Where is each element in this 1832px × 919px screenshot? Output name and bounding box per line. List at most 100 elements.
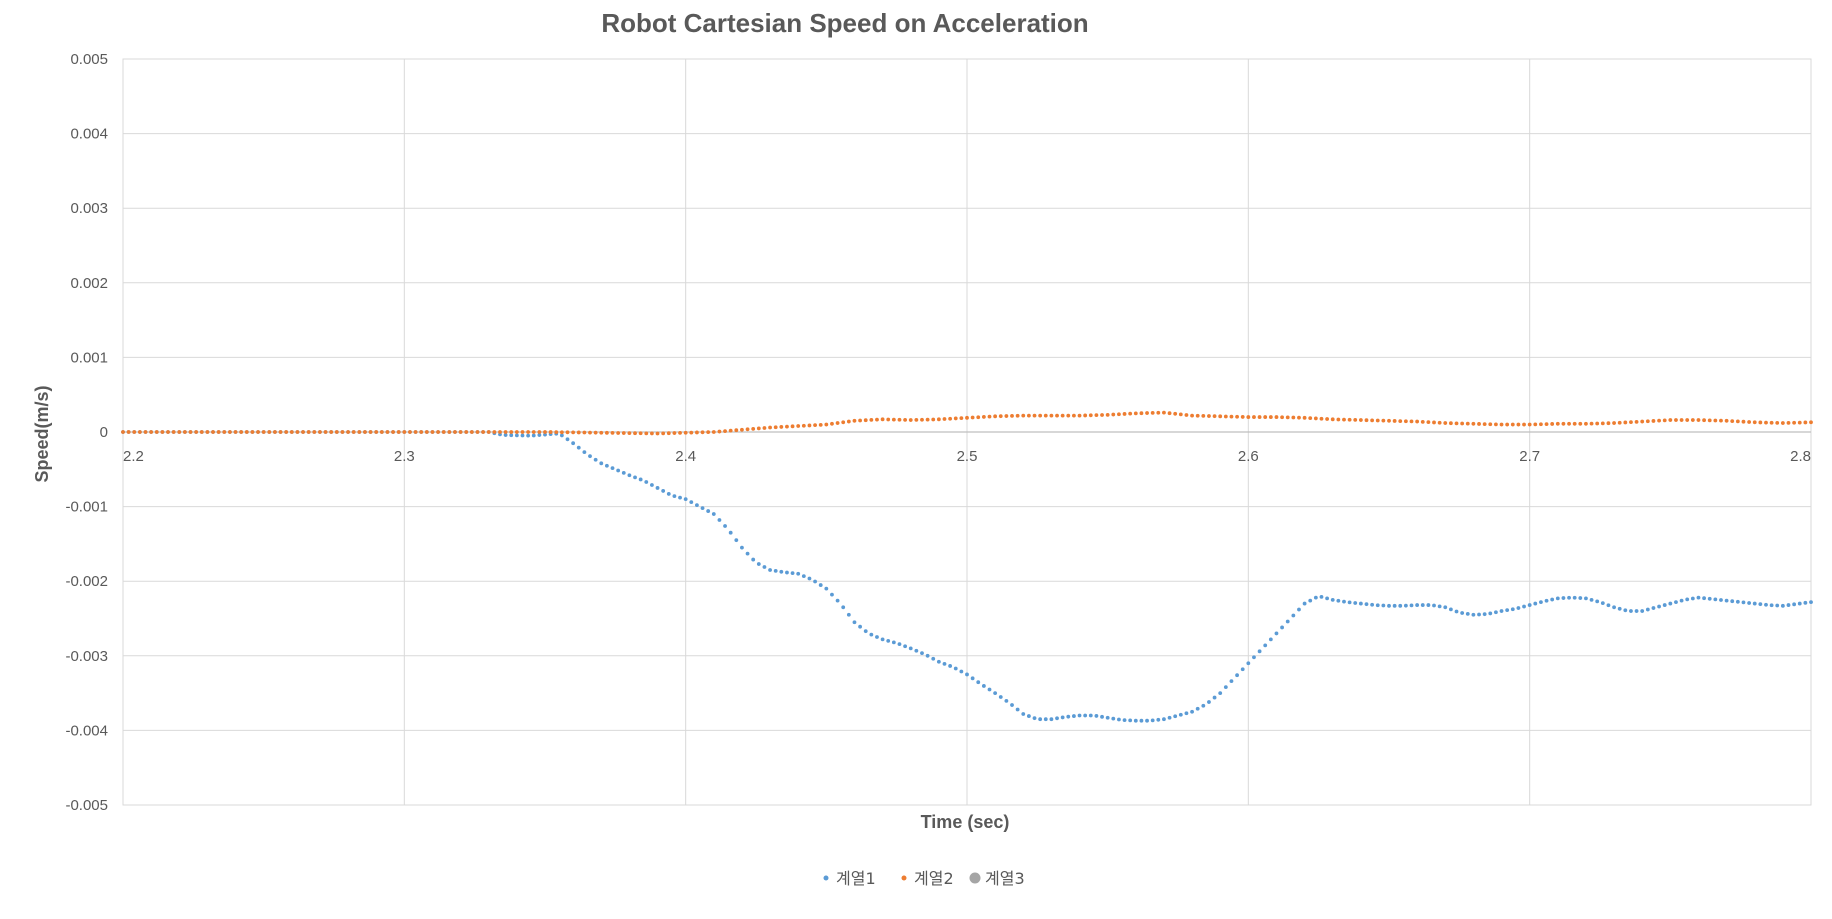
data-point <box>931 656 936 661</box>
data-series <box>121 410 1813 723</box>
y-tick-label: -0.003 <box>65 648 108 665</box>
data-point <box>1133 718 1138 723</box>
data-point <box>734 428 739 433</box>
data-point <box>779 569 784 574</box>
data-point <box>1775 603 1780 608</box>
data-point <box>1060 413 1065 418</box>
y-tick-label: 0.004 <box>70 126 108 143</box>
data-point <box>503 433 508 437</box>
data-point <box>863 629 868 634</box>
data-point <box>1668 601 1673 606</box>
data-point <box>1612 421 1616 425</box>
data-point <box>1077 713 1082 718</box>
data-point <box>1358 418 1363 422</box>
data-point <box>908 418 913 422</box>
data-point <box>1516 422 1521 427</box>
data-point <box>841 420 846 425</box>
data-point <box>1150 718 1155 723</box>
data-point <box>610 431 615 435</box>
data-point <box>745 551 750 556</box>
data-point <box>863 418 868 423</box>
data-point <box>475 430 480 434</box>
data-point <box>537 430 542 434</box>
data-point <box>1201 703 1206 708</box>
data-point <box>644 431 649 436</box>
data-point <box>143 430 148 434</box>
data-point <box>149 430 154 434</box>
data-point <box>1780 603 1785 608</box>
data-point <box>1606 603 1611 608</box>
data-point <box>1381 418 1386 423</box>
data-point <box>1252 655 1256 660</box>
data-point <box>768 568 772 572</box>
data-point <box>998 695 1003 699</box>
data-point <box>447 430 452 434</box>
data-point <box>689 430 694 435</box>
data-point <box>633 475 637 480</box>
data-point <box>1302 601 1307 606</box>
data-point <box>711 430 716 434</box>
data-point <box>1460 421 1465 426</box>
data-point <box>1764 420 1768 425</box>
data-point <box>284 430 289 434</box>
data-point <box>1482 612 1487 617</box>
data-point <box>1403 603 1408 608</box>
data-point <box>835 598 840 603</box>
data-point <box>678 495 682 500</box>
data-point <box>948 416 953 421</box>
data-point <box>1657 604 1661 609</box>
data-point <box>1561 596 1566 600</box>
data-point <box>1077 413 1082 418</box>
data-point <box>1184 711 1189 716</box>
data-point <box>1291 415 1296 420</box>
data-point <box>576 445 581 450</box>
chart-title: Robot Cartesian Speed on Acceleration <box>601 8 1088 38</box>
data-point <box>239 430 244 434</box>
data-point <box>346 430 350 434</box>
data-point <box>228 430 232 434</box>
data-point <box>616 468 621 473</box>
data-point <box>121 430 125 434</box>
x-tick-label: 2.4 <box>675 448 696 465</box>
data-point <box>1398 603 1403 608</box>
data-point <box>565 430 570 435</box>
data-point <box>1600 421 1605 426</box>
data-point <box>599 461 604 466</box>
data-point <box>830 421 834 426</box>
data-point <box>1246 415 1251 419</box>
data-point <box>1674 600 1678 604</box>
data-point <box>1662 418 1667 423</box>
data-point <box>925 653 930 658</box>
data-point <box>1533 601 1538 606</box>
data-point <box>1145 411 1149 415</box>
data-point <box>1448 607 1453 612</box>
data-point <box>1651 419 1656 423</box>
data-point <box>565 437 570 442</box>
y-tick-label: 0.003 <box>70 200 108 217</box>
data-point <box>1730 599 1735 604</box>
data-point <box>424 430 429 434</box>
data-point <box>953 416 958 421</box>
data-point <box>1212 414 1217 419</box>
data-point <box>762 565 767 569</box>
legend: 계열1 계열2 계열3 <box>823 869 1025 888</box>
data-point <box>773 569 778 573</box>
data-point <box>880 417 885 422</box>
data-point <box>1195 413 1200 418</box>
data-point <box>655 486 660 490</box>
data-point <box>1117 717 1121 722</box>
data-point <box>790 424 795 429</box>
data-point <box>689 500 694 505</box>
data-point <box>1043 413 1048 418</box>
data-point <box>1370 418 1375 423</box>
data-point <box>700 506 705 510</box>
data-point <box>987 687 992 692</box>
data-point <box>627 431 632 436</box>
data-point <box>1465 611 1470 616</box>
data-point <box>886 417 891 422</box>
data-point <box>672 494 677 499</box>
data-point <box>1443 605 1448 610</box>
data-point <box>1730 419 1735 424</box>
data-point <box>1049 413 1054 418</box>
data-point <box>537 433 542 437</box>
